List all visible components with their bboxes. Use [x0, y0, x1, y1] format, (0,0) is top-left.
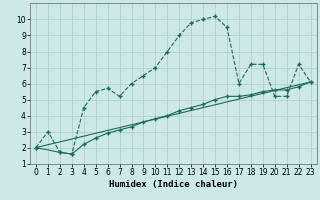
X-axis label: Humidex (Indice chaleur): Humidex (Indice chaleur) [109, 180, 238, 189]
